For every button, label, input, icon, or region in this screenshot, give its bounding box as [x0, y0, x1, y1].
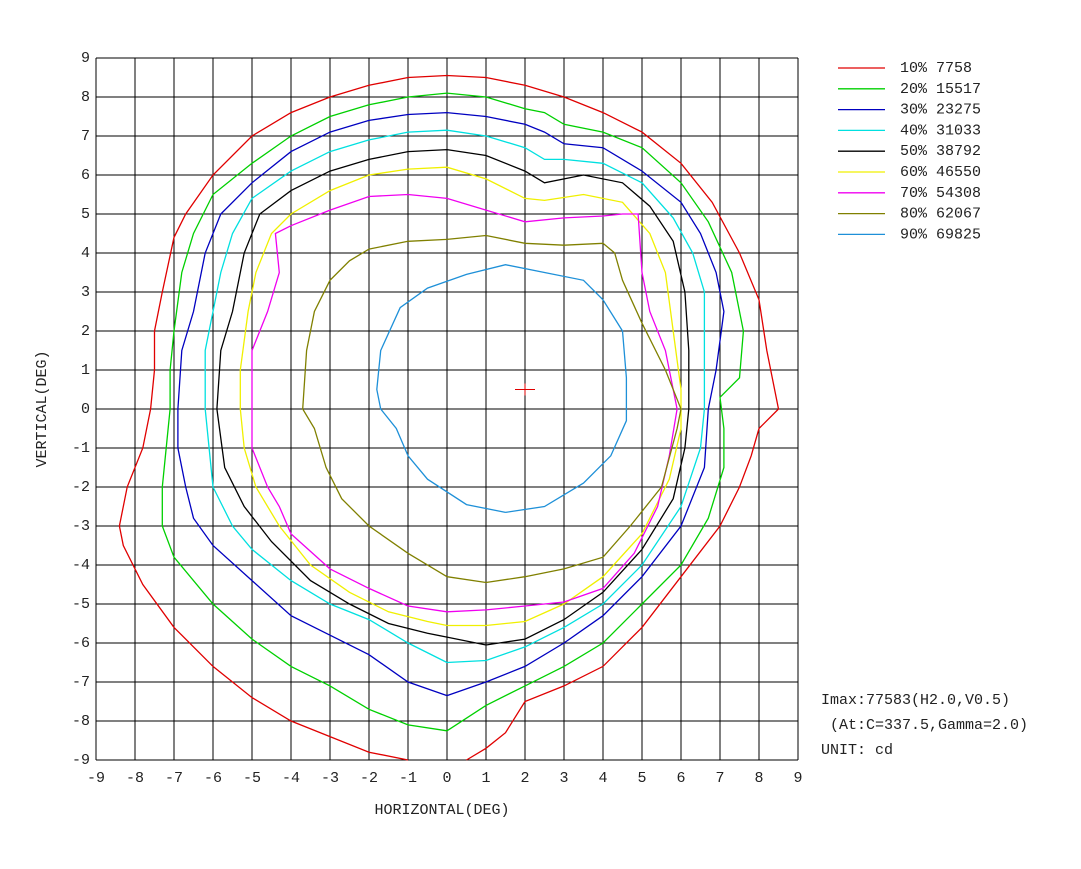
contour-line — [302, 234, 682, 584]
y-tick-label: 6 — [81, 167, 90, 184]
y-tick-label: 2 — [81, 323, 90, 340]
x-tick-label: 7 — [715, 770, 724, 787]
x-tick-label: -1 — [399, 770, 417, 787]
x-tick-label: 0 — [442, 770, 451, 787]
y-tick-label: 4 — [81, 245, 90, 262]
x-tick-label: -2 — [360, 770, 378, 787]
contour-line — [239, 166, 682, 627]
contour-line — [204, 129, 706, 664]
x-tick-label: -7 — [165, 770, 183, 787]
contour-line — [251, 193, 678, 613]
annotation: UNIT: cd — [821, 742, 893, 759]
y-tick-label: -1 — [72, 440, 90, 457]
y-tick-label: -5 — [72, 596, 90, 613]
legend-label: 80% 62067 — [900, 206, 981, 223]
y-tick-label: 3 — [81, 284, 90, 301]
x-tick-label: -6 — [204, 770, 222, 787]
contour-line — [118, 74, 780, 761]
y-tick-label: 0 — [81, 401, 90, 418]
y-tick-label: -9 — [72, 752, 90, 769]
contour-line — [376, 264, 628, 514]
contour-line — [216, 148, 690, 646]
x-tick-label: 1 — [481, 770, 490, 787]
y-tick-label: 5 — [81, 206, 90, 223]
y-axis-label: VERTICAL(DEG) — [34, 350, 51, 467]
x-tick-label: -3 — [321, 770, 339, 787]
x-tick-label: 9 — [793, 770, 802, 787]
contour-line — [161, 92, 745, 732]
x-tick-label: 8 — [754, 770, 763, 787]
y-tick-label: -4 — [72, 557, 90, 574]
contour-line — [177, 111, 725, 697]
x-tick-label: 4 — [598, 770, 607, 787]
y-tick-label: -6 — [72, 635, 90, 652]
annotation: Imax:77583(H2.0,V0.5) — [821, 692, 1010, 709]
x-tick-label: -9 — [87, 770, 105, 787]
y-tick-label: 8 — [81, 89, 90, 106]
y-tick-label: -3 — [72, 518, 90, 535]
legend-label: 90% 69825 — [900, 226, 981, 243]
legend-label: 10% 7758 — [900, 60, 972, 77]
peak-marker — [515, 383, 535, 396]
y-tick-label: -2 — [72, 479, 90, 496]
x-tick-label: 2 — [520, 770, 529, 787]
x-tick-label: -8 — [126, 770, 144, 787]
x-tick-label: 3 — [559, 770, 568, 787]
y-tick-label: -8 — [72, 713, 90, 730]
annotation: (At:C=337.5,Gamma=2.0) — [821, 717, 1028, 734]
y-tick-label: 1 — [81, 362, 90, 379]
legend-label: 60% 46550 — [900, 164, 981, 181]
x-tick-label: 5 — [637, 770, 646, 787]
legend-label: 30% 23275 — [900, 102, 981, 119]
x-tick-label: 6 — [676, 770, 685, 787]
y-tick-label: -7 — [72, 674, 90, 691]
y-tick-label: 9 — [81, 50, 90, 67]
legend-label: 50% 38792 — [900, 143, 981, 160]
y-tick-label: 7 — [81, 128, 90, 145]
legend-label: 40% 31033 — [900, 122, 981, 139]
x-tick-label: -4 — [282, 770, 300, 787]
x-axis-label: HORIZONTAL(DEG) — [374, 802, 509, 819]
legend-label: 20% 15517 — [900, 81, 981, 98]
x-tick-label: -5 — [243, 770, 261, 787]
legend-label: 70% 54308 — [900, 185, 981, 202]
